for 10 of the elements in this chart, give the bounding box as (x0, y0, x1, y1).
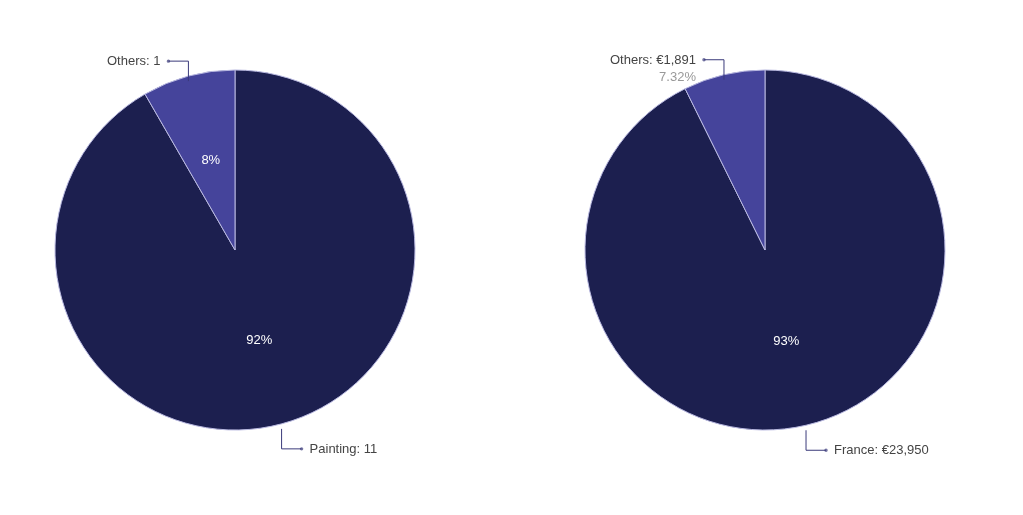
slice-label: Others: €1,891 (609, 51, 696, 67)
slice-label: France: €23,950 (834, 442, 929, 458)
slice-label: Others: 1 (106, 53, 161, 69)
text: 8% (201, 151, 221, 167)
text: 93% (773, 333, 800, 349)
text: 7.32% (659, 68, 697, 84)
text: 92% (246, 332, 273, 348)
pie-slice (584, 69, 946, 431)
pie-slice (54, 69, 416, 431)
slice-label: Painting: 11 (309, 440, 378, 456)
